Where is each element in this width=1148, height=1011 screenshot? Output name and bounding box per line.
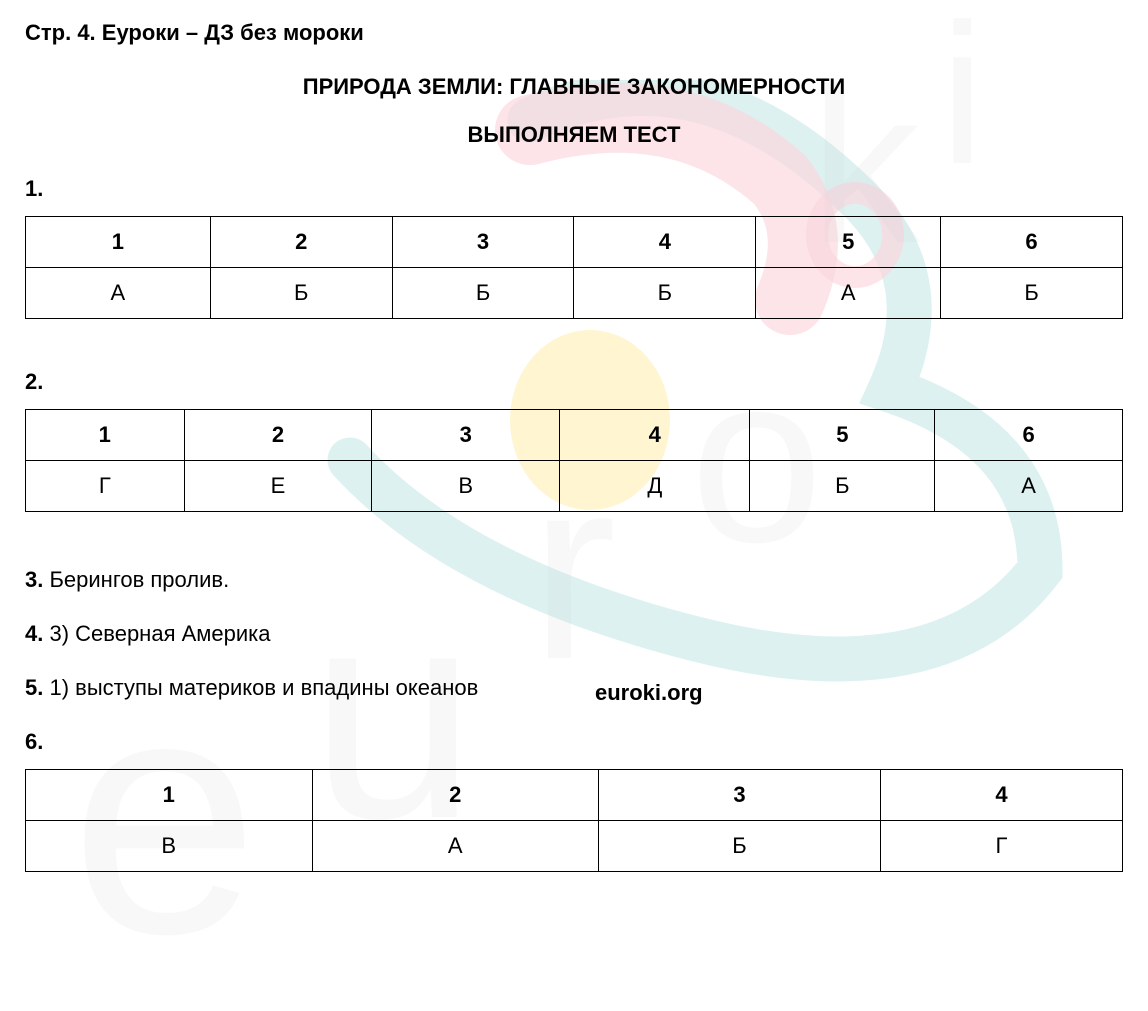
table-header: 6 [941,217,1123,268]
question-2-label: 2. [25,369,1123,395]
table-row: В А Б Г [26,821,1123,872]
table-header: 3 [599,770,881,821]
question-4-line: 4. 3) Северная Америка [25,621,1123,647]
table-cell: А [935,461,1123,512]
table-header: 3 [392,217,574,268]
question-3-text: Берингов пролив. [43,567,229,592]
table-header: 2 [312,770,599,821]
table-header: 1 [26,217,211,268]
table-header: 3 [372,410,560,461]
question-6-table: 1 2 3 4 В А Б Г [25,769,1123,872]
question-5-line: 5. 1) выступы материков и впадины океано… [25,675,1123,701]
table-header: 6 [935,410,1123,461]
table-row: 1 2 3 4 [26,770,1123,821]
table-cell: Б [599,821,881,872]
table-header: 1 [26,410,185,461]
table-cell: Б [750,461,935,512]
question-3-line: 3. Берингов пролив. [25,567,1123,593]
table-header: 4 [574,217,756,268]
sub-title: ВЫПОЛНЯЕМ ТЕСТ [25,122,1123,148]
table-cell: Б [941,268,1123,319]
document-content: Стр. 4. Еуроки – ДЗ без мороки ПРИРОДА З… [25,20,1123,872]
table-cell: Е [184,461,372,512]
question-2-table: 1 2 3 4 5 6 Г Е В Д Б А [25,409,1123,512]
table-row: А Б Б Б А Б [26,268,1123,319]
question-4-text: 3) Северная Америка [43,621,270,646]
table-cell: Г [26,461,185,512]
question-3-label: 3. [25,567,43,592]
page-header: Стр. 4. Еуроки – ДЗ без мороки [25,20,1123,46]
table-header: 5 [756,217,941,268]
table-cell: А [312,821,599,872]
table-header: 1 [26,770,313,821]
question-5-label: 5. [25,675,43,700]
table-cell: Б [574,268,756,319]
table-row: 1 2 3 4 5 6 [26,410,1123,461]
main-title: ПРИРОДА ЗЕМЛИ: ГЛАВНЫЕ ЗАКОНОМЕРНОСТИ [25,74,1123,100]
table-header: 2 [210,217,392,268]
table-cell: Д [560,461,750,512]
table-cell: В [26,821,313,872]
question-6-label: 6. [25,729,1123,755]
table-header: 2 [184,410,372,461]
table-header: 4 [880,770,1122,821]
table-row: Г Е В Д Б А [26,461,1123,512]
question-4-label: 4. [25,621,43,646]
table-cell: В [372,461,560,512]
table-cell: Б [392,268,574,319]
question-1-label: 1. [25,176,1123,202]
table-header: 4 [560,410,750,461]
table-row: 1 2 3 4 5 6 [26,217,1123,268]
question-5-text: 1) выступы материков и впадины океанов [43,675,478,700]
table-cell: Б [210,268,392,319]
table-cell: Г [880,821,1122,872]
table-cell: А [26,268,211,319]
table-header: 5 [750,410,935,461]
question-1-table: 1 2 3 4 5 6 А Б Б Б А Б [25,216,1123,319]
table-cell: А [756,268,941,319]
